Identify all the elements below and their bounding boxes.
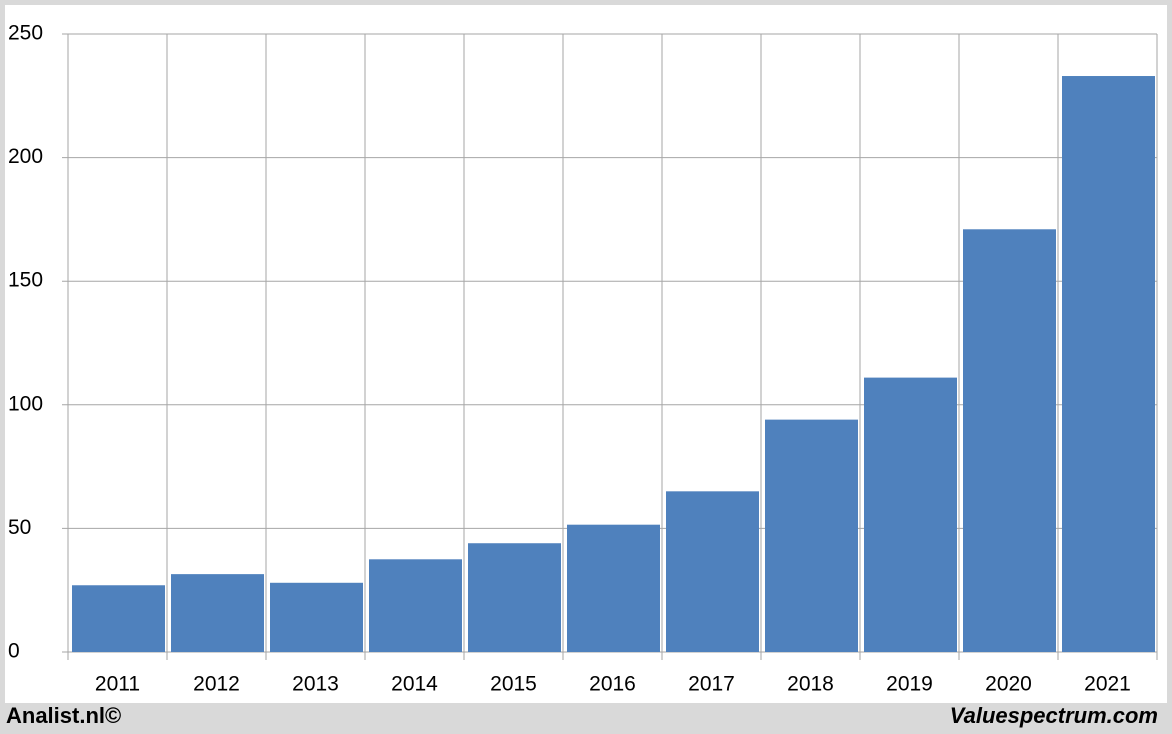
x-tick-label: 2014 — [391, 673, 438, 696]
x-tick-label: 2020 — [985, 673, 1032, 696]
y-tick-label: 150 — [8, 269, 43, 292]
bar — [72, 585, 165, 652]
bar — [468, 543, 561, 652]
y-tick-label: 0 — [8, 640, 20, 663]
x-tick-label: 2021 — [1084, 673, 1131, 696]
bar — [171, 574, 264, 652]
x-tick-label: 2018 — [787, 673, 834, 696]
bar — [369, 559, 462, 652]
x-tick-label: 2015 — [490, 673, 537, 696]
bar — [963, 229, 1056, 652]
bar — [666, 491, 759, 652]
y-tick-label: 100 — [8, 392, 43, 415]
bar — [765, 419, 858, 652]
footer-right: Valuespectrum.com — [950, 703, 1158, 728]
footer-left: Analist.nl© — [6, 703, 121, 728]
bar — [270, 582, 363, 652]
x-tick-label: 2017 — [688, 673, 735, 696]
bar — [567, 524, 660, 652]
y-tick-label: 50 — [8, 516, 31, 539]
x-tick-label: 2019 — [886, 673, 933, 696]
bar — [1062, 76, 1155, 653]
x-tick-label: 2011 — [95, 673, 140, 696]
x-tick-label: 2016 — [589, 673, 636, 696]
bar — [864, 377, 957, 652]
x-tick-label: 2013 — [292, 673, 339, 696]
x-tick-label: 2012 — [193, 673, 240, 696]
y-tick-label: 250 — [8, 22, 43, 45]
y-tick-label: 200 — [8, 145, 43, 168]
